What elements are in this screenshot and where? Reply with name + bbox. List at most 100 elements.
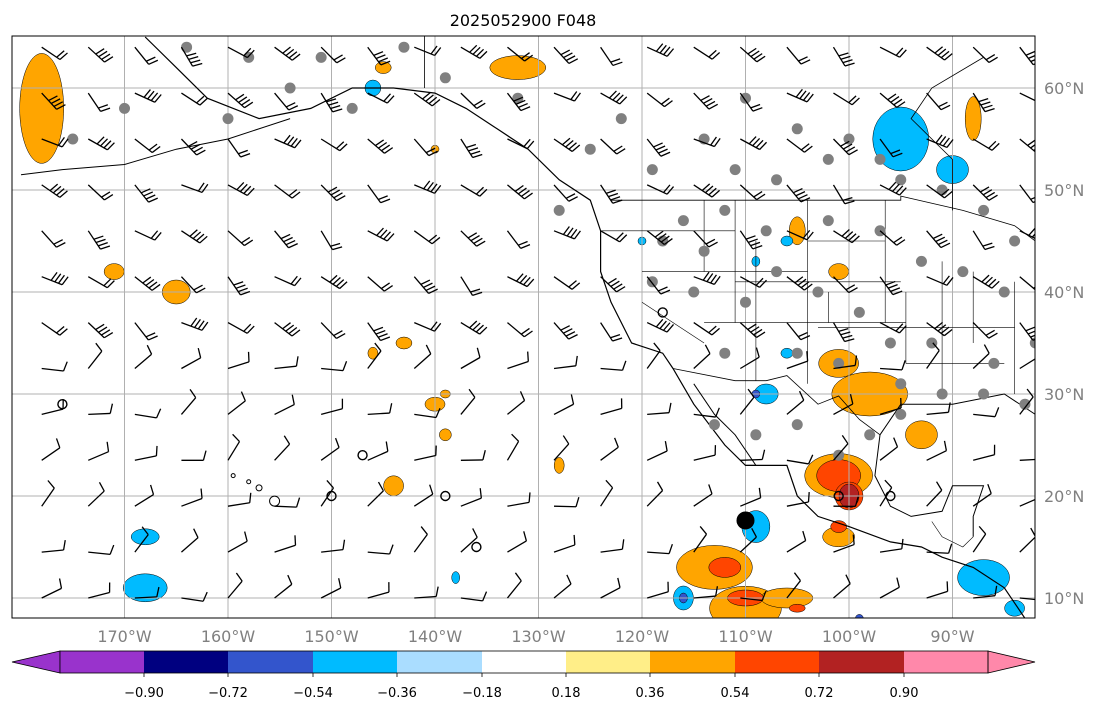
wind-barb	[414, 586, 439, 599]
wind-barb	[600, 138, 626, 155]
graticule-layer	[12, 36, 1035, 618]
aleutian-chain	[20, 118, 291, 176]
wind-barb	[833, 229, 860, 244]
darkblue-field-area	[855, 614, 864, 618]
wind-barb	[134, 344, 153, 369]
wind-barb	[786, 454, 814, 465]
wind-barb	[600, 230, 628, 243]
station-marker	[760, 225, 772, 237]
wind-barb	[320, 437, 340, 461]
wind-barb	[1019, 92, 1035, 102]
wind-barb	[506, 433, 520, 461]
wind-barb	[41, 46, 68, 61]
hawaii-island	[269, 495, 281, 507]
wind-barb	[786, 88, 814, 103]
station-marker	[895, 378, 907, 390]
wind-barb	[786, 229, 814, 241]
wind-barb	[879, 322, 907, 334]
wind-barb	[460, 528, 478, 553]
wind-barb	[41, 230, 66, 248]
wind-barb	[507, 46, 534, 62]
orange-field-area	[964, 96, 982, 141]
station-marker	[346, 102, 358, 114]
wind-barb	[926, 321, 953, 337]
wind-barb	[274, 46, 301, 61]
station-marker	[698, 245, 710, 257]
station-marker	[988, 357, 1000, 369]
station-marker	[222, 113, 234, 125]
wind-barb	[41, 361, 68, 372]
wind-barb	[41, 271, 69, 286]
wind-barb	[134, 526, 149, 553]
wind-barb	[972, 184, 998, 201]
wind-barb	[134, 46, 159, 65]
wind-barb	[786, 390, 805, 415]
wind-barb	[972, 46, 998, 64]
wind-barb	[879, 276, 903, 296]
wind-barb	[740, 487, 762, 507]
wind-barb	[740, 276, 767, 288]
wind-barb	[41, 480, 55, 507]
wind-barb	[274, 497, 301, 508]
wind-barb-layer	[41, 43, 1035, 602]
station-marker	[895, 174, 907, 186]
station-marker	[957, 266, 969, 278]
wind-barb	[553, 534, 576, 553]
orange-field-area	[383, 475, 404, 497]
longitude-label: 100°W	[822, 627, 877, 646]
wind-barb	[739, 230, 763, 250]
station-marker	[771, 174, 783, 186]
blue-field-area	[1004, 599, 1025, 617]
wind-barb	[926, 581, 949, 599]
wind-barb	[180, 46, 203, 67]
colorbar-segment	[60, 651, 144, 673]
orange-field-area	[439, 428, 452, 442]
wind-barb	[367, 138, 394, 154]
wind-barb	[367, 227, 395, 242]
colorbar-segment	[228, 651, 313, 673]
station-marker	[398, 41, 410, 53]
map-frame	[11, 35, 1036, 619]
station-marker	[978, 388, 990, 400]
station-marker	[615, 113, 627, 125]
wind-barb	[1019, 46, 1035, 66]
wind-barb	[507, 138, 535, 150]
wind-barb	[1019, 597, 1035, 601]
wind-barb	[88, 582, 111, 599]
wind-barb	[320, 578, 342, 599]
wind-barb	[832, 322, 855, 343]
wind-barb	[646, 276, 671, 295]
wind-barb	[227, 492, 252, 507]
wind-barb	[320, 138, 348, 152]
wind-barb	[693, 271, 721, 286]
wind-barb	[414, 180, 442, 194]
wind-barb	[460, 92, 486, 109]
colorbar-tick-label: 0.72	[805, 686, 834, 701]
wind-barb	[227, 182, 255, 196]
wind-barb	[786, 138, 813, 153]
station-marker	[119, 102, 130, 114]
station-marker	[1009, 235, 1021, 247]
wind-barb	[227, 322, 255, 334]
wind-barb	[134, 408, 162, 419]
wind-barb	[413, 344, 432, 369]
wind-barb	[786, 184, 811, 203]
wind-barb	[553, 226, 581, 240]
colorbar-segment	[735, 651, 819, 673]
wind-barb	[879, 181, 907, 196]
latitude-label: 40°N	[1044, 283, 1084, 302]
wind-barb	[367, 544, 394, 555]
wind-barb	[413, 230, 441, 245]
wind-barb	[646, 318, 675, 333]
wind-barb	[460, 184, 488, 197]
wind-barb	[972, 322, 998, 339]
wind-barb	[274, 184, 301, 199]
station-marker	[740, 296, 751, 308]
colorbar-tick-label: −0.54	[293, 686, 333, 701]
wind-barb	[693, 46, 721, 60]
wind-barb	[320, 92, 343, 113]
wind-barb	[181, 347, 202, 370]
wind-barb	[600, 90, 628, 105]
station-marker	[719, 204, 731, 216]
wind-barb	[367, 92, 395, 104]
